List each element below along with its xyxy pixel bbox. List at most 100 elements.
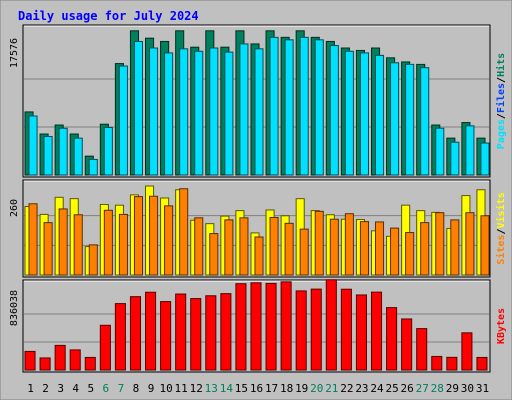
bar-sites-day-12 [194,217,204,276]
bar-sites-day-29 [450,219,460,276]
bar-files-day-20 [314,39,324,176]
bar-sites-day-31 [480,215,490,276]
bar-files-day-29 [450,141,460,176]
day-label-29: 29 [446,382,459,395]
bar-files-day-12 [194,50,204,176]
bar-kbytes-day-11 [175,293,187,371]
bar-sites-day-16 [254,236,264,276]
panel-kbytes: 836038 KBytes [9,279,507,373]
bar-files-day-5 [88,158,98,176]
day-label-28: 28 [431,382,444,395]
panel-max-label: 17576 [9,38,20,68]
bar-sites-day-6 [103,209,113,276]
day-label-6: 6 [103,382,110,395]
bar-sites-day-19 [299,228,309,276]
legend-files: Files [495,83,507,113]
bar-sites-day-9 [149,195,159,276]
bar-sites-day-20 [314,210,324,276]
bar-sites-day-18 [284,222,294,276]
panel-visits-sites: 260 Sites/Visits [9,179,507,278]
bar-sites-day-13 [209,233,219,276]
bar-files-day-27 [420,67,430,176]
legend-hits: Hits [495,53,507,77]
bar-kbytes-day-2 [39,357,51,371]
day-label-3: 3 [57,382,64,395]
bar-files-day-15 [239,43,249,176]
bar-kbytes-day-3 [54,344,66,371]
bar-files-day-21 [329,45,339,176]
bar-sites-day-10 [164,205,174,276]
bar-kbytes-day-20 [310,288,322,371]
bar-kbytes-day-9 [145,291,157,371]
chart-title: Daily usage for July 2024 [18,9,199,23]
day-label-30: 30 [461,382,474,395]
bar-kbytes-day-15 [235,283,247,371]
legend-kbytes: KBytes [496,308,507,344]
bar-files-day-17 [269,36,279,176]
bar-sites-day-8 [133,196,144,276]
bar-kbytes-day-19 [295,290,307,371]
bar-kbytes-day-25 [386,307,398,371]
day-label-1: 1 [27,382,34,395]
day-label-10: 10 [159,382,172,395]
bar-files-day-7 [118,65,128,176]
panel-max-label: 260 [9,199,20,217]
day-label-25: 25 [385,382,398,395]
bar-files-day-28 [435,127,445,176]
bar-sites-day-26 [405,232,415,276]
bar-files-day-1 [28,115,38,176]
bar-kbytes-day-7 [114,303,126,371]
bar-sites-day-1 [28,203,38,276]
bar-sites-day-24 [374,221,385,276]
bar-sites-day-3 [58,208,68,276]
bar-kbytes-day-31 [476,356,488,371]
day-label-27: 27 [416,382,429,395]
day-label-11: 11 [175,382,188,395]
bar-sites-day-27 [420,222,430,276]
legend-separator: / [496,113,507,119]
legend-sites: Sites [495,235,507,265]
day-label-12: 12 [190,382,203,395]
bar-sites-day-25 [390,227,400,276]
day-label-20: 20 [310,382,323,395]
bar-kbytes-day-4 [69,349,81,371]
bar-kbytes-day-29 [446,356,458,371]
bar-kbytes-day-5 [84,356,96,371]
bar-kbytes-day-23 [355,294,367,371]
bar-kbytes-day-28 [431,355,443,371]
bar-sites-day-11 [179,188,189,276]
bar-files-day-4 [73,137,83,176]
legend-visits: Visits [495,192,507,228]
bar-sites-day-4 [73,214,83,276]
bar-sites-day-22 [344,213,354,276]
bar-kbytes-day-8 [129,296,142,371]
bar-kbytes-day-10 [160,301,172,371]
bar-files-day-18 [284,39,294,176]
day-label-19: 19 [295,382,308,395]
bar-kbytes-day-17 [265,282,277,371]
bar-files-day-22 [344,50,354,176]
day-label-5: 5 [87,382,94,395]
day-label-9: 9 [148,382,155,395]
day-label-31: 31 [476,382,489,395]
panel-max-label: 836038 [9,290,20,326]
bar-kbytes-day-13 [205,295,217,371]
day-label-14: 14 [220,382,234,395]
bar-files-day-23 [359,52,369,176]
day-label-26: 26 [401,382,414,395]
bar-kbytes-day-12 [190,298,202,371]
bar-files-day-10 [164,52,174,176]
panel-legend: Sites/Visits [495,192,507,264]
day-label-23: 23 [355,382,368,395]
day-label-17: 17 [265,382,278,395]
bar-files-day-24 [374,54,385,176]
bar-files-day-30 [465,125,475,176]
day-label-16: 16 [250,382,263,395]
day-label-7: 7 [118,382,125,395]
bar-sites-day-7 [118,213,128,276]
bar-files-day-3 [58,127,68,176]
bar-kbytes-day-6 [99,324,111,371]
panel-legend: KBytes [496,308,507,344]
